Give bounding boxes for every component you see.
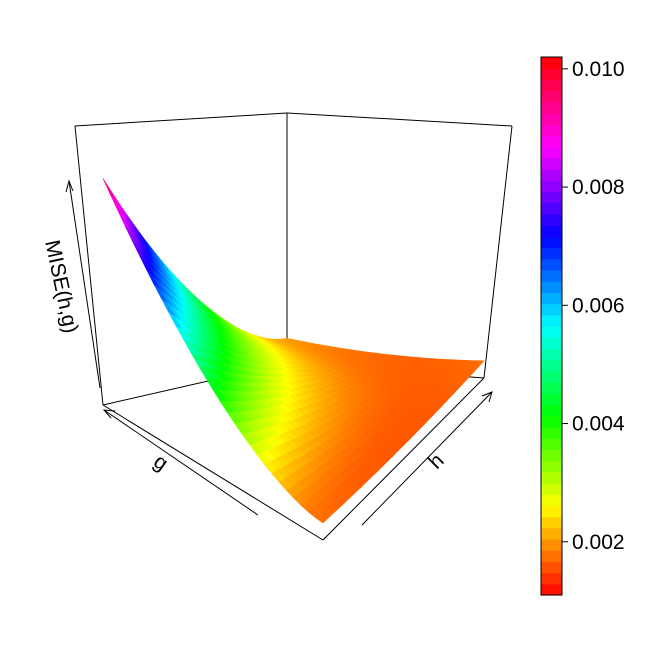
colorbar-ticks: 0.002 0.004 0.006 0.008 0.010 — [562, 58, 625, 554]
colorbar-frame — [540, 56, 563, 596]
colorbar-swatch — [541, 124, 562, 137]
z-axis-label: MISE(h,g) — [40, 238, 82, 335]
colorbar-swatch — [541, 505, 562, 518]
colorbar-swatch — [541, 550, 562, 562]
colorbar-swatch — [541, 101, 562, 114]
colorbar-swatch — [541, 348, 562, 361]
colorbar-swatch — [541, 426, 562, 439]
colorbar-swatch — [541, 561, 562, 574]
colorbar-swatch — [541, 269, 562, 282]
box-front — [74, 125, 513, 541]
colorbar-swatch — [541, 68, 562, 81]
colorbar-swatch — [541, 359, 562, 372]
colorbar-swatch — [541, 460, 562, 473]
colorbar-swatch — [541, 572, 562, 585]
colorbar-tick-label: 0.010 — [572, 58, 625, 81]
colorbar-swatch — [541, 146, 562, 159]
colorbar-swatch — [541, 169, 562, 181]
box-edge — [483, 125, 513, 379]
colorbar-swatch — [541, 202, 562, 215]
colorbar — [540, 56, 563, 596]
colorbar-swatch — [541, 281, 562, 293]
z-axis-arrowhead — [65, 179, 74, 193]
box-edge — [74, 112, 288, 127]
axis-arrows — [65, 179, 493, 526]
colorbar-swatch — [541, 382, 562, 394]
colorbar-swatch — [541, 393, 562, 406]
colorbar-swatch — [541, 180, 562, 193]
colorbar-swatch — [541, 538, 562, 551]
colorbar-swatch — [541, 225, 562, 237]
colorbar-swatch — [541, 527, 562, 540]
colorbar-tick-label: 0.002 — [572, 531, 625, 554]
h-axis-arrow — [361, 391, 493, 526]
colorbar-swatch — [541, 438, 562, 450]
box-edge — [322, 377, 485, 541]
colorbar-swatch — [541, 482, 562, 495]
colorbar-swatch — [541, 113, 562, 125]
colorbar-swatch — [541, 135, 562, 148]
colorbar-swatch — [541, 90, 562, 103]
colorbar-tick-label: 0.008 — [572, 176, 625, 199]
box-edge — [286, 112, 513, 127]
colorbar-swatch — [541, 449, 562, 462]
colorbar-swatch — [541, 415, 562, 428]
colorbar-swatch — [541, 583, 562, 596]
colorbar-swatch — [541, 404, 562, 417]
colorbar-swatch — [541, 471, 562, 484]
colorbar-swatch — [541, 337, 562, 350]
colorbar-tick-label: 0.004 — [572, 413, 625, 436]
surface-facet — [102, 178, 117, 204]
x-axis-label: h — [424, 449, 449, 474]
colorbar-swatch — [541, 213, 562, 226]
colorbar-swatch — [541, 303, 562, 316]
surface-facet — [315, 512, 329, 524]
colorbar-swatch — [541, 258, 562, 271]
colorbar-swatch — [541, 191, 562, 204]
z-axis-arrow — [68, 180, 101, 389]
colorbar-swatch — [541, 292, 562, 305]
g-axis-arrow — [103, 409, 259, 516]
colorbar-swatch — [541, 247, 562, 260]
colorbar-swatch — [541, 157, 562, 170]
colorbar-tick-label: 0.006 — [572, 294, 625, 317]
colorbar-swatch — [541, 370, 562, 383]
colorbar-swatch — [541, 494, 562, 506]
colorbar-swatch — [541, 236, 562, 249]
h-axis-arrowhead — [481, 391, 493, 403]
colorbar-swatch — [541, 57, 562, 69]
colorbar-swatch — [541, 516, 562, 529]
colorbar-swatch — [541, 326, 562, 338]
colorbar-swatch — [541, 79, 562, 92]
box-edge — [74, 125, 104, 406]
surface-facet — [110, 194, 124, 219]
y-axis-label: g — [149, 450, 172, 476]
surface-mesh — [102, 178, 485, 524]
colorbar-swatch — [541, 314, 562, 327]
box-edge — [102, 404, 324, 541]
g-axis-arrowhead — [102, 409, 116, 419]
